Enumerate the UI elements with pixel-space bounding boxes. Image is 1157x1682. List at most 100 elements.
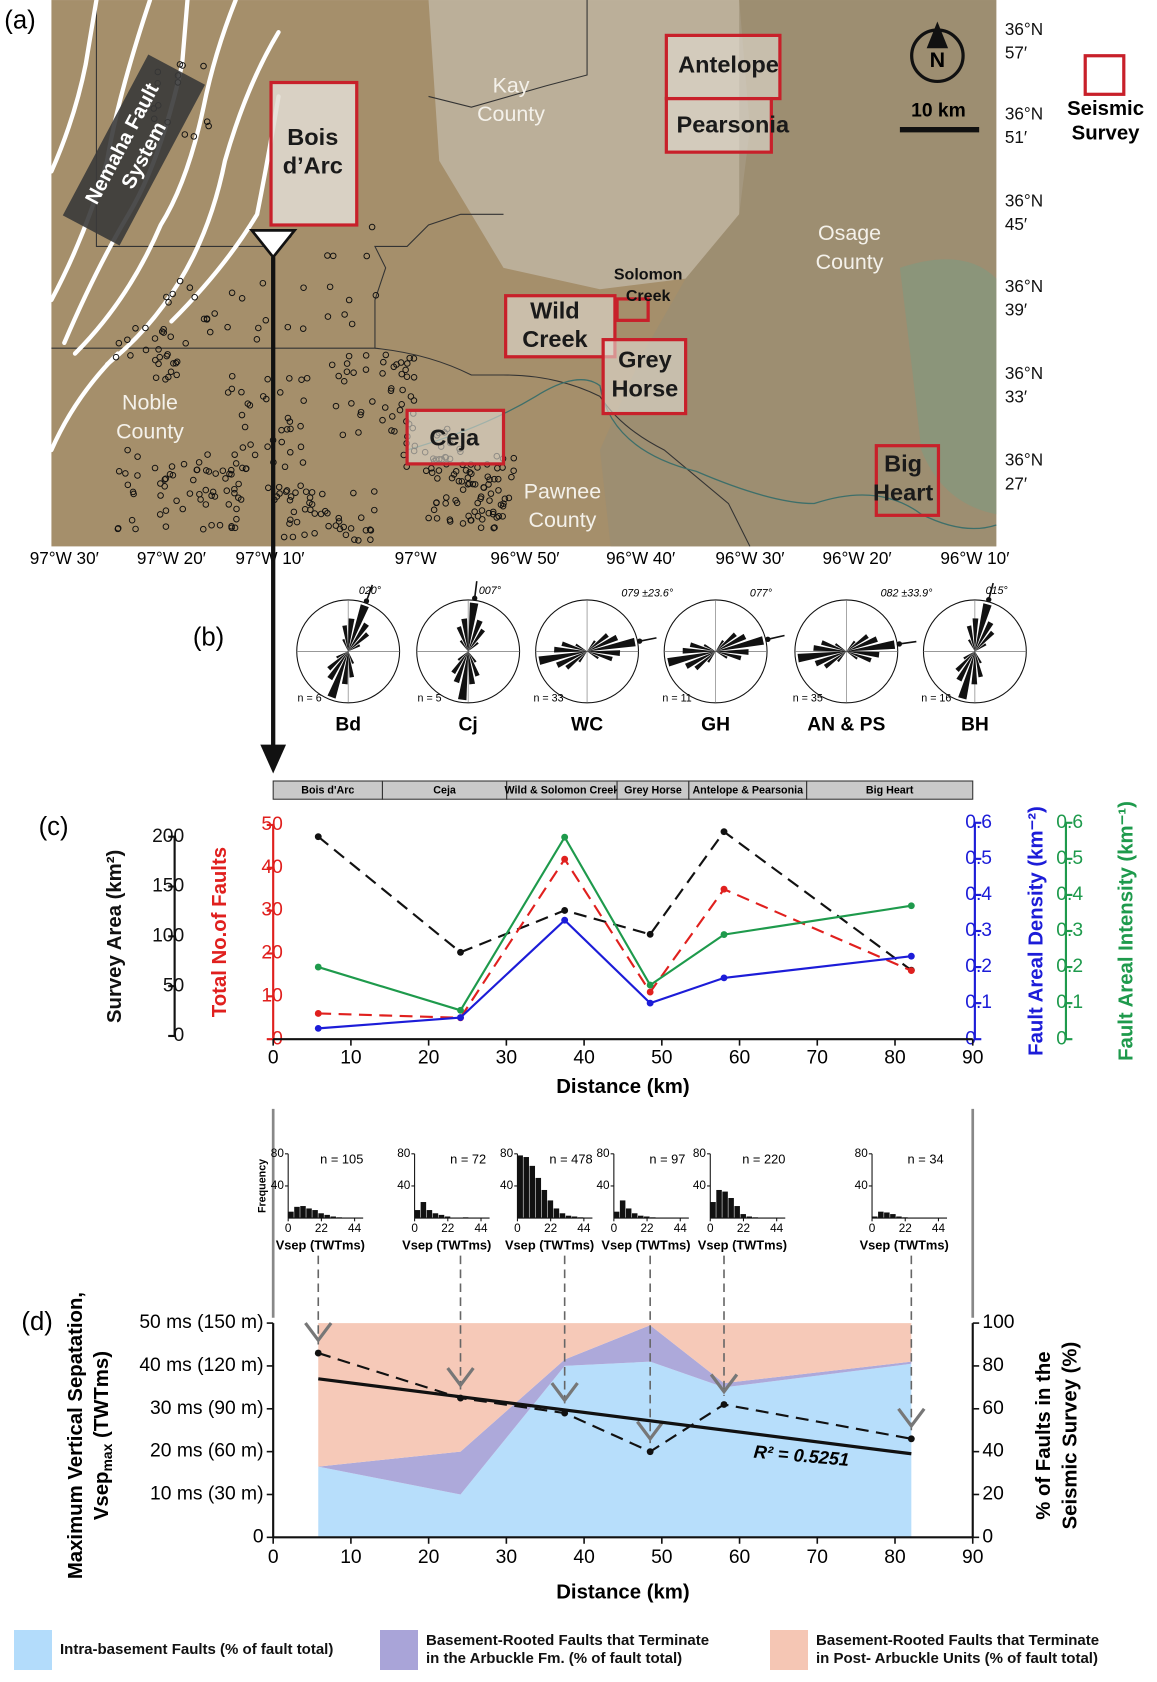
rose-petal [565,651,588,670]
rose-petal [457,651,469,661]
earthquake [311,529,318,537]
lon-label: 97°W 20′ [137,548,206,568]
y2-tick-label: 100 [982,1312,1014,1333]
earthquake [165,299,172,306]
hist-n-label: n = 72 [450,1152,486,1167]
profile-arrow [260,744,287,774]
earthquake [453,499,461,507]
earthquake [350,489,357,497]
axis-title: Fault Areal Intensity (km⁻¹) [1115,801,1137,1061]
y-tick-label: 50 [261,814,282,835]
x-tick-label: 20 [418,1547,439,1568]
survey-name-line: d’Arc [283,153,343,179]
hist-x-tick-label: 22 [544,1222,557,1235]
series-line [318,857,912,1019]
hist-n-label: n = 97 [649,1152,685,1167]
earthquake [167,333,174,340]
earthquake [328,361,336,369]
rose-petal [538,651,588,665]
hist-n-label: n = 478 [549,1152,592,1167]
earthquake [191,293,198,301]
earthquake [128,516,136,524]
rose-petal [348,618,355,652]
hist-bar [336,1217,342,1219]
earthquake [238,388,245,396]
earthquake [190,133,198,140]
earthquake [151,464,159,472]
earthquake [277,389,284,396]
hist-x-tick-label: 44 [674,1222,688,1235]
legend: Intra-basement Faults (% of fault total)… [0,1630,1157,1678]
series-point [720,974,728,982]
earthquake [199,525,207,533]
lat-label-line: 36°N [1005,449,1043,469]
earthquake [341,311,348,318]
x-tick-label: 50 [651,1048,672,1069]
earthquake [367,536,374,543]
earthquake [300,284,307,291]
county-name: Osage County [816,221,884,274]
earthquake [163,293,170,301]
y2-tick-label: 80 [982,1355,1003,1376]
azimuth-label: 020° [359,585,382,597]
earthquake [275,483,283,491]
lon-label: 96°W 10′ [940,548,1009,568]
county-name-line: County [816,250,884,274]
hist-y-tick-label: 40 [596,1179,610,1192]
rose-petal [667,651,716,667]
earthquake [112,353,120,361]
hist-bar [462,1217,469,1219]
hist-bar [638,1215,644,1219]
earthquake [180,460,188,468]
earthquake [297,482,304,489]
earthquake [508,473,515,481]
survey-box [405,408,506,466]
earthquake [155,346,162,353]
rose-petal [453,651,469,684]
legend-label: Seismic Survey [1067,98,1144,145]
earthquake [286,496,294,504]
earthquake [345,296,353,304]
hist-bar [523,1157,529,1219]
azimuth-label: 077° [750,587,773,599]
earthquake [459,520,467,527]
hist-bar [294,1206,300,1219]
rose-petal [468,651,477,663]
earthquake [366,526,374,533]
n-label: n = 16 [921,692,951,704]
series-point [561,916,569,924]
earthquake [196,490,203,498]
hist-x-tick-label: 22 [441,1222,454,1235]
rose-petal [468,651,480,677]
rose-petal [963,651,975,660]
y-tick-label: 0.5 [1056,848,1083,869]
hist-bar [746,1216,753,1219]
earthquake [212,470,219,477]
earthquake [190,476,197,484]
rose-petal [715,651,742,661]
earthquake [474,499,481,507]
earthquake [348,400,355,407]
hist-x-title: Vsep (TWTms) [698,1237,787,1252]
rose-petal [342,638,349,652]
hist-bar [740,1214,746,1219]
legend-swatch [380,1630,418,1670]
earthquake [132,525,139,533]
rose-petal [797,651,847,663]
lon-label: 96°W 40′ [606,548,675,568]
earthquake [490,524,497,532]
hist-bar [438,1214,445,1219]
earthquake [343,368,351,376]
earthquake [289,533,297,541]
survey-box [664,33,782,101]
survey-name-line: Big [884,451,922,477]
earthquake [223,487,231,494]
series-point [720,931,728,939]
series-point [314,963,322,971]
survey-box [615,297,650,322]
rose-petal [348,604,369,652]
segment-label: Ceja [433,784,457,796]
earthquake [491,475,498,483]
hist-x-tick-label: 0 [869,1222,876,1235]
county-name-line: County [477,102,545,126]
